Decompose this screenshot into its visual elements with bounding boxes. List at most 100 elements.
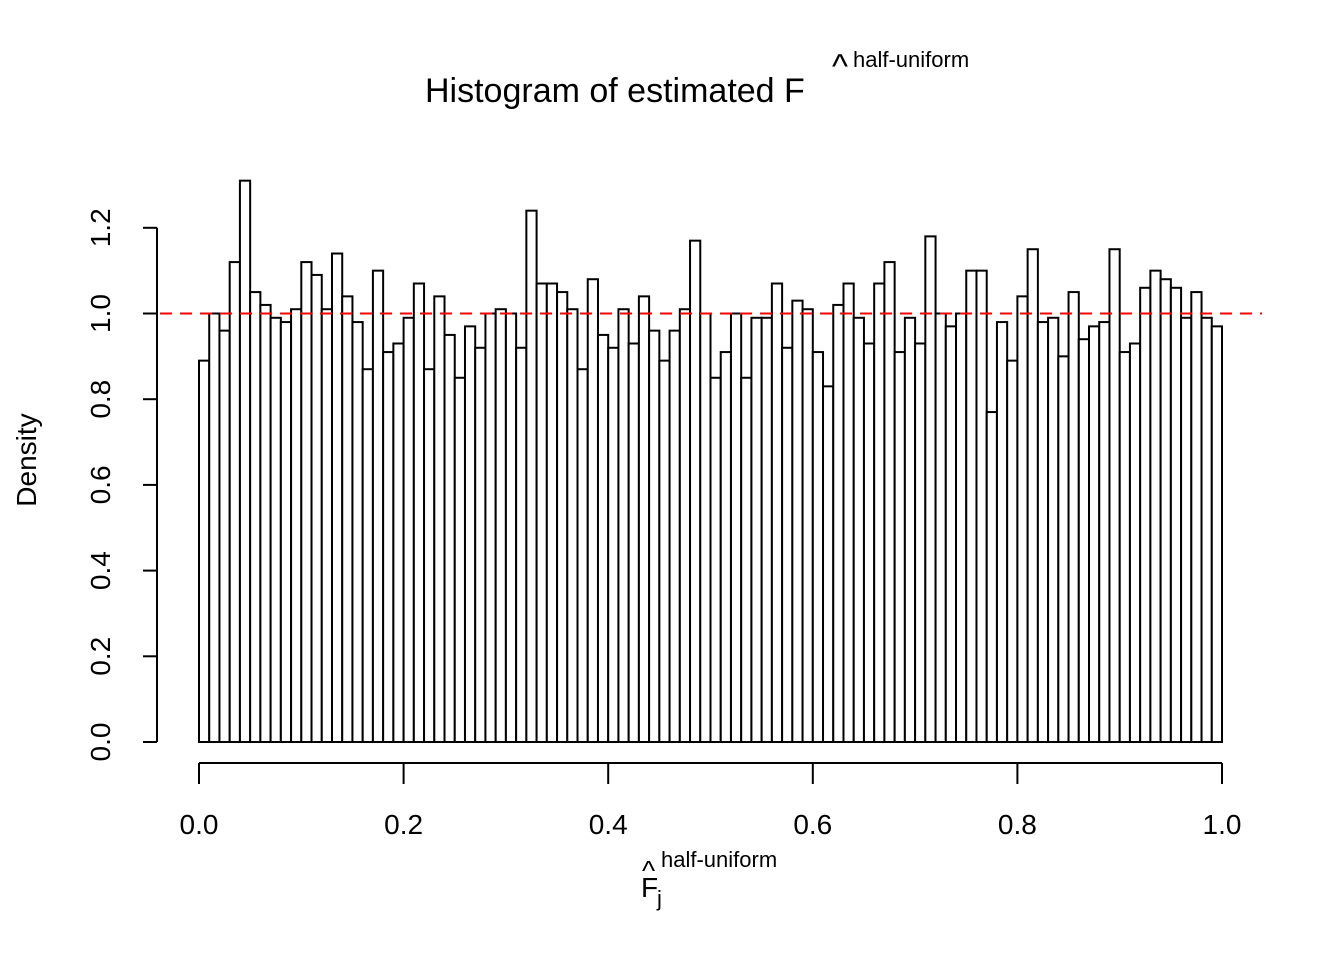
histogram-bar (218, 329, 231, 743)
histogram-bar (617, 308, 630, 743)
histogram-bar (290, 308, 303, 743)
histogram-bar (330, 252, 344, 743)
histogram-bar (1149, 269, 1162, 743)
histogram-bar (1180, 316, 1193, 743)
x-tick-label: 0.8 (998, 809, 1037, 840)
histogram-bar (1108, 248, 1121, 743)
histogram-bar (504, 312, 518, 743)
x-axis: 0.0 0.2 0.4 0.6 0.8 1.0 (180, 762, 1242, 840)
histogram-bar (1169, 286, 1183, 743)
y-tick-label: 0.8 (85, 380, 116, 419)
title-hat: ^ (832, 48, 848, 86)
histogram-bar (944, 325, 958, 743)
histogram-bar (382, 351, 395, 743)
x-axis-label: F ^ half-uniform j (641, 847, 777, 911)
histogram-bar (494, 308, 507, 743)
y-tick-label: 1.0 (85, 294, 116, 333)
histogram-bar (249, 291, 262, 743)
histogram-bar (453, 376, 466, 743)
histogram-bar (208, 312, 221, 743)
histogram-bar (259, 303, 272, 743)
histogram-bar (811, 351, 825, 743)
histogram-bar (668, 329, 681, 743)
histogram-bar (586, 278, 599, 743)
histogram-bar (566, 308, 579, 743)
histogram-bar (1016, 295, 1029, 743)
histogram-bar (1128, 342, 1142, 743)
histogram-bar (740, 376, 753, 743)
histogram-bar (750, 316, 763, 743)
histogram-bar (1118, 351, 1131, 743)
histogram-bar (627, 342, 640, 743)
histogram-bar (361, 368, 374, 743)
histogram-bar (228, 261, 241, 743)
histogram-bar (801, 308, 814, 743)
histogram-bar (637, 295, 651, 743)
histogram-bar (341, 295, 354, 743)
y-tick-label: 0.4 (85, 551, 116, 590)
histogram-bar (699, 312, 712, 743)
histogram-bar (515, 346, 528, 743)
histogram-bar (607, 346, 620, 743)
histogram-bar (474, 346, 487, 743)
histogram-bar (770, 282, 784, 743)
y-tick-label: 0.2 (85, 637, 116, 676)
y-tick-label: 0.0 (85, 723, 116, 762)
histogram-bar (1057, 355, 1070, 743)
histogram-bar (402, 316, 415, 743)
histogram-bar (443, 333, 456, 743)
histogram-bar (238, 179, 252, 744)
histogram-bar (729, 312, 743, 743)
histogram-bar (1026, 248, 1039, 743)
histogram-bar (893, 351, 906, 743)
histogram-bar (351, 321, 364, 743)
histogram-bar (392, 342, 405, 743)
histogram-bar (412, 282, 426, 743)
x-label-superscript: half-uniform (661, 847, 777, 872)
y-tick-label: 1.2 (85, 208, 116, 247)
histogram-bar (658, 359, 671, 743)
x-label-subscript: j (656, 886, 662, 911)
x-tick-label: 0.2 (384, 809, 423, 840)
y-axis: 0.0 0.2 0.4 0.6 0.8 1.0 1.2 (85, 208, 158, 762)
histogram-bar (1088, 325, 1101, 743)
histogram-bar (423, 368, 436, 743)
y-axis-label: Density (11, 413, 42, 506)
histogram-bar (596, 333, 610, 743)
histogram-bar (525, 209, 538, 744)
histogram-bar (198, 359, 211, 743)
histogram-bar (883, 261, 896, 743)
histogram-bar (822, 385, 835, 743)
histogram-bar (269, 316, 282, 743)
histogram-bar (965, 269, 978, 743)
histogram-bar (1210, 325, 1224, 743)
histogram-bar (371, 269, 385, 743)
histogram-bar (832, 303, 845, 743)
histogram-bars (198, 179, 1224, 744)
histogram-bar (1077, 338, 1091, 743)
x-label-hat: ^ (642, 855, 655, 886)
histogram-bar (463, 325, 477, 743)
title-main: Histogram of estimated F (425, 72, 805, 110)
histogram-bar (1190, 291, 1203, 743)
histogram-bar (975, 269, 988, 743)
y-tick-label: 0.6 (85, 465, 116, 504)
histogram-bar (320, 308, 333, 743)
histogram-bar (556, 291, 569, 743)
histogram-bar (995, 321, 1009, 743)
histogram-bar (791, 299, 804, 743)
histogram-bar (689, 239, 702, 743)
x-tick-label: 1.0 (1203, 809, 1242, 840)
histogram-bar (985, 411, 998, 743)
histogram-bar (1036, 321, 1050, 743)
histogram-bar (535, 282, 548, 743)
x-tick-label: 0.6 (793, 809, 832, 840)
histogram-bar (709, 376, 722, 743)
histogram-bar (484, 312, 497, 743)
histogram-bar (279, 321, 293, 743)
histogram-bar (1200, 316, 1213, 743)
histogram-bar (781, 346, 794, 743)
histogram-bar (1139, 286, 1152, 743)
histogram-bar (903, 316, 917, 743)
